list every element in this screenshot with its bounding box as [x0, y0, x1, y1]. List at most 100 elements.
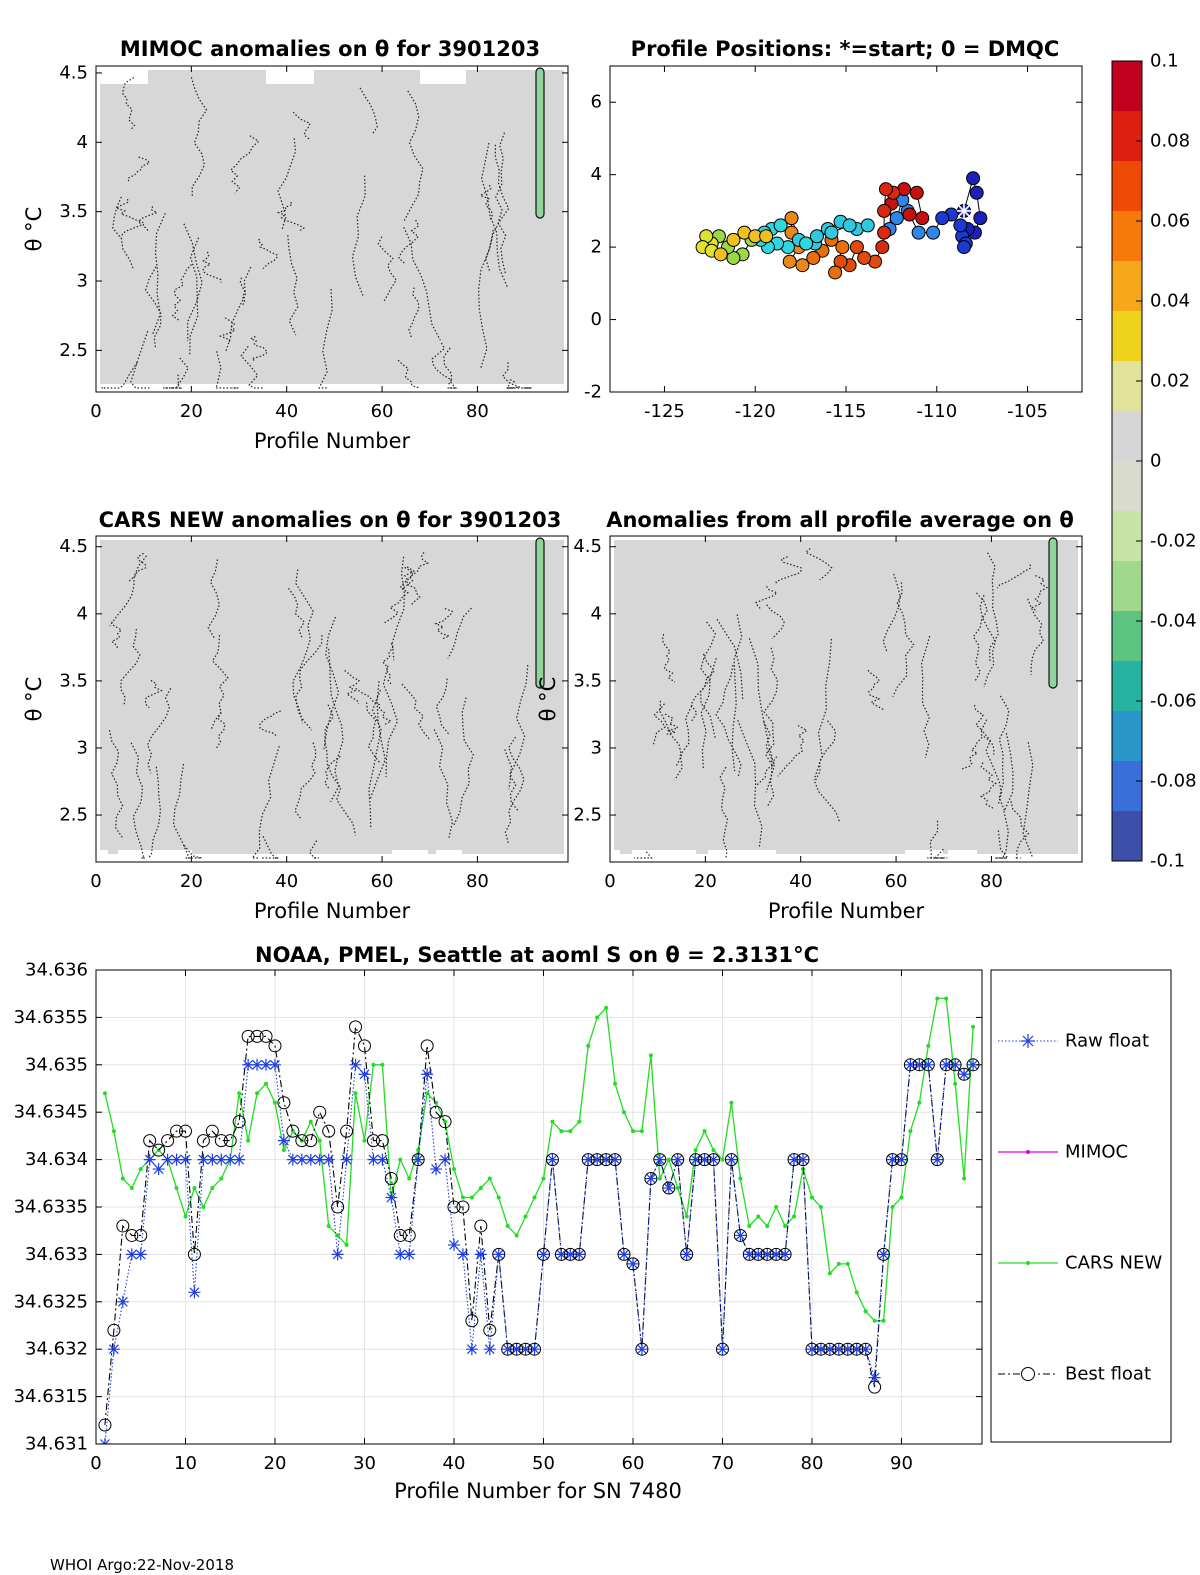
- raw-float-point: [501, 1343, 514, 1356]
- cars-new-point: [129, 1186, 134, 1191]
- best-float-point: [340, 1124, 354, 1138]
- cars-new-point: [174, 1186, 179, 1191]
- best-float-point: [724, 1153, 738, 1167]
- cars-new-point: [917, 1100, 922, 1105]
- missing-data-gap: [420, 66, 466, 84]
- contour-line: [972, 592, 988, 681]
- legend-label: CARS NEW: [1065, 1253, 1162, 1274]
- contour-line: [324, 704, 357, 836]
- cars-new-point: [478, 1186, 483, 1191]
- average-panel: Anomalies from all profile average on θ …: [536, 508, 1083, 923]
- raw-float-point: [179, 1153, 192, 1166]
- x-tick-label: -110: [916, 401, 957, 422]
- raw-float-point: [913, 1058, 926, 1071]
- raw-float-point: [385, 1191, 398, 1204]
- x-tick-label: 60: [371, 871, 394, 892]
- contour-line: [495, 132, 507, 275]
- contour-line: [960, 736, 983, 770]
- raw-float-point: [788, 1153, 801, 1166]
- cars-new-point: [443, 1119, 448, 1124]
- raw-float-point: [814, 1343, 827, 1356]
- cars-new-point: [272, 1100, 277, 1105]
- contour-line: [477, 229, 494, 369]
- profile-position-point: [969, 185, 984, 200]
- best-float-point: [886, 1153, 900, 1167]
- raw-float-point: [886, 1153, 899, 1166]
- contour-line: [172, 763, 189, 859]
- x-tick-label: 30: [353, 1453, 376, 1474]
- best-float-point: [680, 1247, 694, 1261]
- legend-label: Best float: [1065, 1364, 1151, 1385]
- y-tick-label: 4.5: [573, 536, 602, 557]
- x-tick-label: 80: [466, 401, 489, 422]
- raw-float-point: [868, 1371, 881, 1384]
- colorbar-tick-label: 0.08: [1150, 131, 1190, 152]
- best-float-point: [187, 1247, 201, 1261]
- cars-new-line: [104, 997, 974, 1322]
- cars-new-point: [514, 1233, 519, 1238]
- raw-float-point: [349, 1058, 362, 1071]
- best-float-point: [501, 1342, 515, 1356]
- colorbar-tick-label: -0.08: [1150, 771, 1197, 792]
- legend-best-marker: [1021, 1367, 1035, 1381]
- raw-float-point: [331, 1248, 344, 1261]
- cars-new-point: [541, 1176, 546, 1181]
- contour-line: [257, 238, 279, 270]
- cars-new-point: [756, 1214, 761, 1219]
- colorbar-tick-label: 0.02: [1150, 371, 1190, 392]
- contour-line: [397, 359, 421, 389]
- colorbar-segment: [1112, 361, 1142, 412]
- y-tick-label: 34.6315: [14, 1386, 88, 1407]
- raw-float-point: [260, 1058, 273, 1071]
- contour-line: [973, 704, 995, 755]
- y-tick-label: 2.5: [59, 340, 88, 361]
- contour-line: [447, 607, 472, 659]
- cars-new-point: [630, 1129, 635, 1134]
- cars-new-point: [344, 1242, 349, 1247]
- cars-new-point: [326, 1223, 331, 1228]
- profile-position-point: [935, 211, 950, 226]
- cars-new-point: [657, 1176, 662, 1181]
- raw-float-point: [618, 1248, 631, 1261]
- best-float-point: [796, 1153, 810, 1167]
- contour-line: [634, 851, 653, 859]
- best-float-point: [116, 1219, 130, 1233]
- y-tick-label: 3: [591, 737, 602, 758]
- raw-float-point: [644, 1172, 657, 1185]
- contour-line: [479, 184, 493, 221]
- best-float-point: [572, 1247, 586, 1261]
- raw-float-point: [322, 1153, 335, 1166]
- contour-line: [308, 840, 319, 859]
- cars-new-point: [577, 1119, 582, 1124]
- raw-float-point: [940, 1058, 953, 1071]
- contour-line: [506, 378, 520, 389]
- cars-new-point: [362, 1138, 367, 1143]
- cars-new-point: [219, 1176, 224, 1181]
- x-tick-label: 0: [90, 401, 101, 422]
- cars-new-point: [684, 1214, 689, 1219]
- best-float-point: [331, 1200, 345, 1214]
- contour-line: [120, 206, 159, 238]
- mimoc-ylabel: θ °C: [22, 207, 46, 252]
- cars-new-point: [380, 1062, 385, 1067]
- contour-line: [756, 756, 778, 786]
- missing-data-gap: [96, 850, 108, 862]
- x-tick-label: 40: [275, 871, 298, 892]
- contour-line: [699, 621, 717, 739]
- raw-float-point: [770, 1248, 783, 1261]
- contour-line: [719, 766, 729, 859]
- raw-float-point: [286, 1153, 299, 1166]
- colorbar-segment: [1112, 411, 1142, 462]
- cars-new-point: [962, 1176, 967, 1181]
- best-float-point: [653, 1153, 667, 1167]
- y-tick-label: 3: [77, 737, 88, 758]
- profile-position-point: [926, 225, 941, 240]
- raw-float-point: [734, 1229, 747, 1242]
- profile-position-point: [773, 218, 788, 233]
- y-tick-label: 4: [77, 132, 88, 153]
- profile-position-point: [842, 218, 857, 233]
- raw-float-point: [376, 1153, 389, 1166]
- best-float-point: [787, 1153, 801, 1167]
- cars-new-point: [192, 1186, 197, 1191]
- best-float-point: [420, 1039, 434, 1053]
